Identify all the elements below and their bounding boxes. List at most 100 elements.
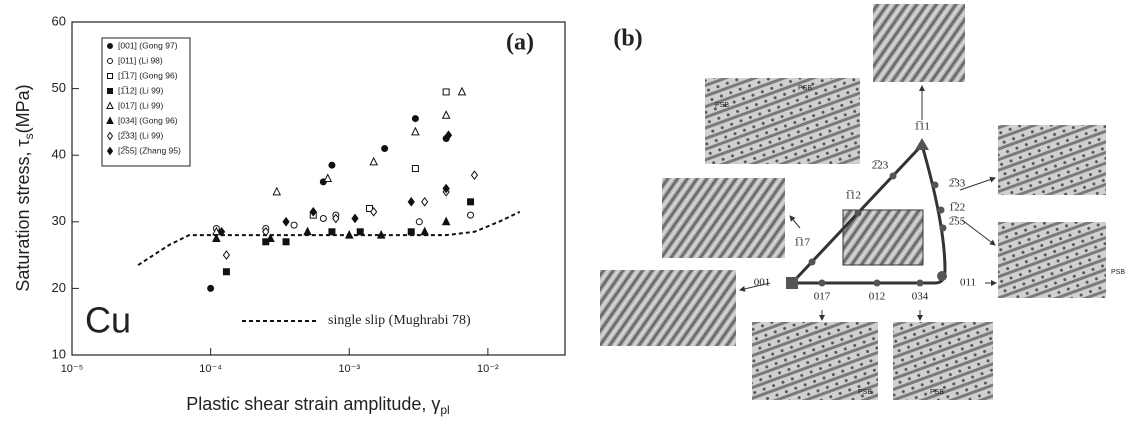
point	[411, 126, 420, 136]
pole-dot	[889, 172, 897, 180]
micrograph	[662, 178, 785, 258]
pole-label: 2̅55	[949, 216, 966, 228]
point	[272, 186, 282, 196]
y-axis-label: Saturation stress, τs(MPa)	[13, 84, 36, 291]
x-tick-label: 10⁻⁵	[61, 363, 84, 375]
point	[282, 238, 290, 246]
panel-a: (a) Cu Plastic shear strain amplitude, γ…	[13, 13, 566, 417]
pole-label: 1̅22	[949, 202, 966, 214]
point	[441, 110, 451, 119]
point	[421, 196, 429, 207]
x-tick-label: 10⁻³	[338, 363, 360, 375]
point	[411, 115, 419, 123]
point	[212, 233, 221, 242]
point	[356, 228, 364, 236]
micrograph	[752, 322, 878, 400]
point	[107, 43, 113, 49]
micrograph	[873, 4, 965, 82]
micrograph	[705, 78, 860, 164]
pole-dot	[854, 209, 862, 217]
arrow	[739, 282, 771, 292]
panel-label: (a)	[506, 30, 534, 56]
y-tick-label: 50	[52, 80, 66, 95]
plot-frame	[71, 21, 566, 356]
legend-label: [011] (Li 98)	[118, 55, 163, 65]
y-tick-label: 20	[52, 280, 66, 295]
pole-label: 2̅33	[949, 178, 966, 190]
point	[303, 226, 312, 236]
y-label-main: Saturation stress, τ	[13, 139, 33, 291]
pole-dot	[937, 271, 947, 281]
x-tick-label: 10⁻⁴	[199, 363, 222, 375]
pole-dot	[873, 279, 881, 287]
point	[407, 196, 415, 207]
x-axis-label: Plastic shear strain amplitude, γpl	[186, 394, 449, 417]
point	[106, 146, 114, 156]
legend-box	[101, 37, 191, 167]
pole-triangle	[915, 138, 929, 150]
point	[351, 213, 359, 224]
point	[332, 213, 340, 224]
legend-label: [2̅55] (Zhang 95)	[118, 145, 181, 155]
point	[444, 130, 453, 141]
micrograph	[600, 270, 736, 346]
point	[323, 173, 333, 183]
psb-label: PSB	[715, 102, 729, 109]
y-tick-label: 30	[52, 213, 66, 228]
pole-dot	[931, 181, 939, 189]
stereographic-triangle	[788, 142, 947, 285]
psb-label: PSB	[1111, 269, 1125, 276]
point	[470, 170, 479, 181]
pole-label: 1̅17	[794, 237, 811, 249]
point	[366, 204, 374, 212]
point	[370, 206, 378, 217]
pole-dot	[916, 279, 924, 287]
psb-label: PSB	[930, 389, 944, 396]
point	[309, 206, 317, 217]
pole-label: 012	[869, 291, 886, 303]
point	[319, 214, 327, 222]
legend-label: [034] (Gong 96)	[118, 115, 178, 125]
pole-dot	[939, 224, 947, 232]
pole-label: 2̅23	[872, 160, 889, 172]
x-tick-label: 10⁻²	[477, 363, 499, 375]
point	[407, 228, 415, 236]
point	[290, 221, 298, 229]
arrow	[961, 219, 996, 246]
legend-label: [017] (Li 99)	[118, 100, 164, 110]
reference-line	[137, 210, 521, 266]
y-tick-label: 40	[52, 147, 66, 162]
y-label-sub: s	[22, 133, 36, 139]
psb-label: PSB	[798, 85, 812, 92]
point	[222, 250, 231, 260]
point	[442, 88, 450, 96]
point	[107, 88, 113, 94]
legend-label: [1̅12] (Li 99)	[118, 85, 164, 95]
pole-label: 001	[754, 277, 771, 289]
pole-label: 1̅12	[845, 190, 861, 202]
x-label-sub: pl	[440, 403, 449, 417]
y-tick-label: 10	[52, 346, 66, 361]
micrograph	[842, 209, 924, 266]
reference-legend-label: single slip (Mughrabi 78)	[328, 313, 471, 328]
point	[107, 58, 113, 64]
pole-label: 1̅11	[914, 121, 930, 133]
micrograph	[893, 322, 993, 400]
x-label-main: Plastic shear strain amplitude, γ	[186, 394, 440, 414]
psb-labels: PSB PSB PSB PSB PSB	[715, 85, 1125, 396]
point	[442, 183, 450, 194]
point	[266, 233, 275, 242]
point	[381, 145, 389, 153]
annotation: Cu	[85, 300, 131, 341]
point	[415, 218, 423, 226]
panel-b: (b) 001 011	[600, 4, 1125, 400]
pole-labels: 001 011 1̅11 1̅17 1̅12 2̅23 2̅33 1̅22 2̅…	[754, 121, 976, 303]
point	[467, 198, 475, 206]
pole-dot	[818, 279, 826, 287]
point	[441, 216, 451, 226]
pole-dot	[937, 206, 945, 214]
y-tick-label: 60	[52, 13, 66, 28]
point	[328, 161, 336, 169]
pole-dot	[808, 258, 816, 266]
panel-label: (b)	[613, 26, 642, 52]
